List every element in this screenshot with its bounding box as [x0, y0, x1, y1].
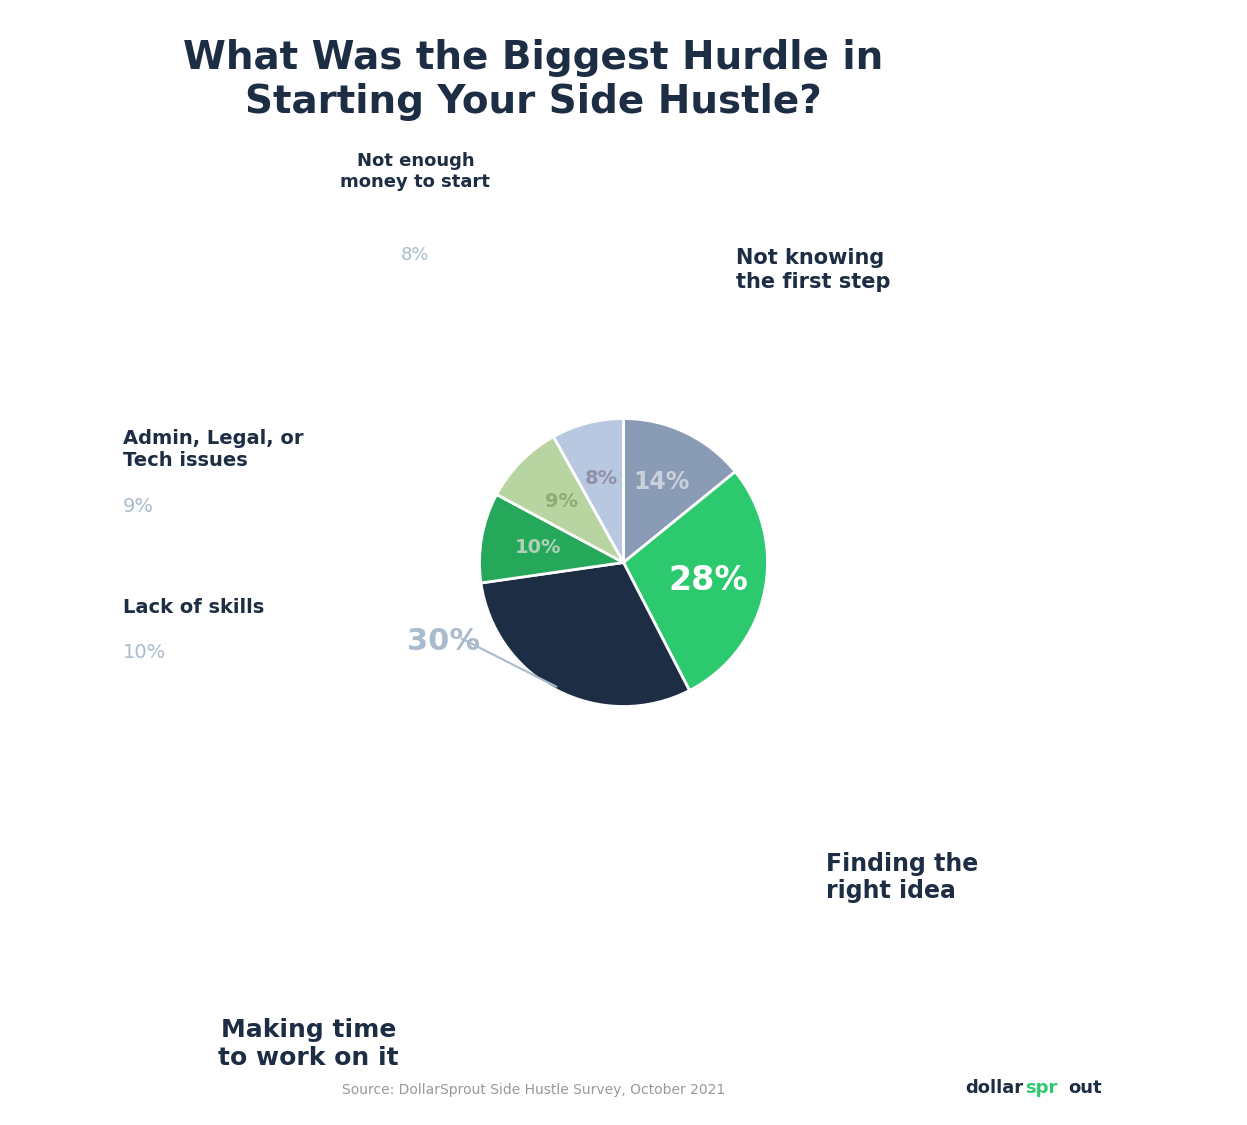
- Text: What Was the Biggest Hurdle in
Starting Your Side Hustle?: What Was the Biggest Hurdle in Starting …: [183, 39, 884, 122]
- Text: Admin, Legal, or
Tech issues: Admin, Legal, or Tech issues: [123, 430, 303, 470]
- Text: 8%: 8%: [585, 469, 619, 488]
- Text: Finding the
right idea: Finding the right idea: [826, 852, 978, 903]
- Wedge shape: [624, 471, 767, 691]
- Text: 10%: 10%: [123, 644, 166, 662]
- Text: 9%: 9%: [123, 497, 153, 515]
- Text: 30%: 30%: [407, 628, 480, 656]
- Text: 8%: 8%: [402, 246, 430, 264]
- Wedge shape: [624, 418, 736, 562]
- Text: out: out: [1067, 1079, 1101, 1097]
- Wedge shape: [554, 418, 624, 562]
- Text: 10%: 10%: [515, 538, 561, 557]
- Text: 9%: 9%: [545, 493, 579, 512]
- Text: Not knowing
the first step: Not knowing the first step: [736, 249, 890, 291]
- Wedge shape: [496, 436, 624, 562]
- Text: 14%: 14%: [633, 470, 690, 494]
- Text: 28%: 28%: [668, 564, 748, 596]
- Wedge shape: [480, 495, 624, 583]
- Text: Lack of skills: Lack of skills: [123, 598, 264, 616]
- Text: Source: DollarSprout Side Hustle Survey, October 2021: Source: DollarSprout Side Hustle Survey,…: [342, 1083, 725, 1097]
- Text: Making time
to work on it: Making time to work on it: [218, 1018, 399, 1070]
- Wedge shape: [481, 562, 690, 706]
- Text: spr: spr: [1025, 1079, 1057, 1097]
- Text: Not enough
money to start: Not enough money to start: [340, 153, 490, 191]
- Text: dollar: dollar: [965, 1079, 1023, 1097]
